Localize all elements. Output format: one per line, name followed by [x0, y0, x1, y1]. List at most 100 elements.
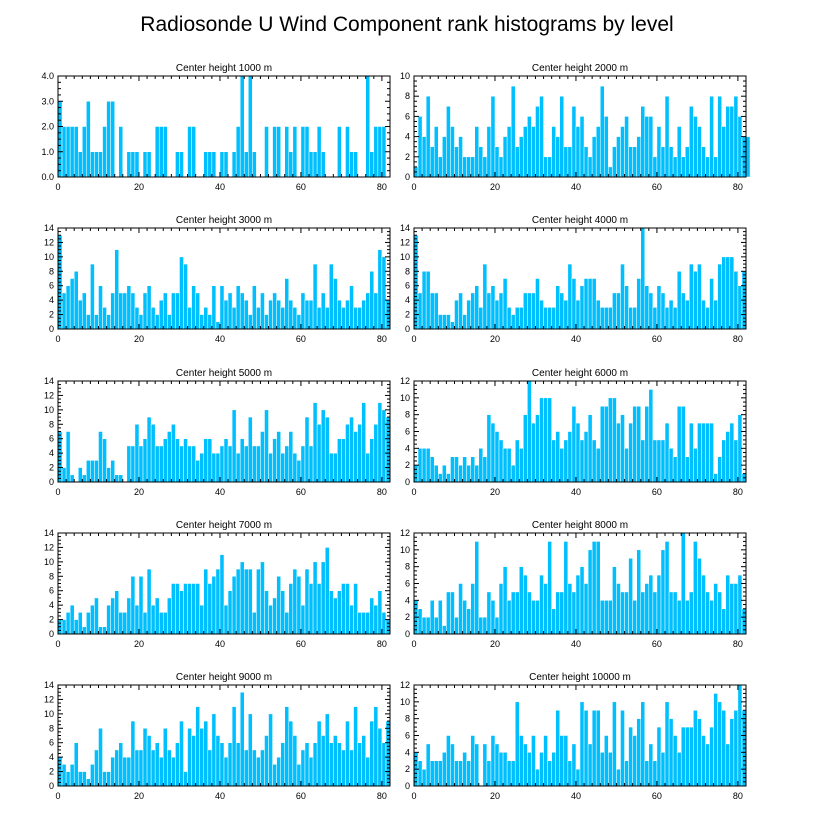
histogram-bar [324, 416, 330, 483]
panel-title: Center height 7000 m [176, 520, 272, 531]
histogram-bar [632, 735, 637, 787]
histogram-bar [450, 456, 455, 483]
histogram-bar [620, 414, 625, 483]
histogram-bar [69, 474, 75, 483]
histogram-bar [604, 116, 609, 178]
histogram-bar [729, 422, 735, 483]
histogram-bar [381, 742, 387, 787]
histogram-bar [73, 271, 79, 330]
histogram-bar [685, 146, 690, 178]
y-tick-label: 6 [405, 427, 410, 437]
histogram-bar [195, 583, 200, 635]
histogram-bar [616, 136, 621, 178]
histogram-bar [519, 448, 524, 483]
histogram-bar [701, 299, 706, 330]
panel-title: Center height 2000 m [532, 63, 628, 74]
histogram-bar [86, 101, 91, 178]
histogram-bar [179, 720, 184, 787]
histogram-bar [142, 438, 148, 483]
histogram-bar [624, 116, 629, 178]
histogram-bar [243, 749, 249, 787]
histogram-bar [191, 126, 196, 178]
histogram-bar [171, 756, 176, 787]
histogram-bar [458, 464, 463, 483]
x-tick-label: 0 [411, 487, 416, 497]
histogram-bar [490, 285, 496, 330]
histogram-bar [599, 752, 605, 787]
histogram-bar [353, 431, 358, 483]
histogram-bar [219, 285, 225, 330]
histogram-bar [628, 307, 633, 330]
histogram-bar [652, 591, 658, 635]
histogram-bar [535, 768, 540, 787]
histogram-panel: Center height 8000 m 0 20 40 60 80 0 2 4 6 8 10 12 [400, 520, 747, 649]
histogram-bar [150, 604, 156, 635]
histogram-bar [130, 720, 136, 787]
histogram-bar [77, 467, 83, 483]
histogram-bar [239, 561, 245, 635]
histogram-bar [316, 126, 322, 178]
histogram-bar [624, 285, 629, 330]
histogram-bar [438, 600, 443, 635]
histogram-bar [680, 726, 686, 787]
histogram-bar [337, 299, 342, 330]
histogram-bar [640, 227, 646, 330]
histogram-bar [446, 735, 451, 787]
y-tick-label: 12 [400, 237, 410, 247]
y-tick-label: 10 [400, 71, 410, 81]
histogram-bar [446, 591, 451, 635]
y-tick-label: 2 [405, 152, 410, 162]
histogram-panel: Center height 10000 m 0 20 40 60 80 0 2 4 6 8 10 12 [400, 672, 747, 801]
y-tick-label: 1.0 [41, 147, 54, 157]
histogram-bar [292, 735, 298, 787]
histogram-bar [369, 271, 375, 330]
histogram-bar [672, 456, 678, 483]
histogram-bar [454, 299, 459, 330]
histogram-bar [624, 760, 629, 787]
histogram-bar [292, 126, 298, 178]
y-tick-label: 12 [44, 390, 54, 400]
histogram-bar [664, 422, 670, 483]
histogram-panel: Center height 2000 m 0 20 40 60 80 0 2 4 6 8 10 [400, 63, 751, 192]
x-tick-label: 0 [55, 182, 60, 192]
y-tick-label: 14 [400, 223, 410, 233]
histogram-bar [300, 604, 306, 635]
histogram-bar [421, 448, 427, 483]
histogram-bar [462, 456, 467, 483]
histogram-bar [179, 151, 184, 178]
histogram-bar [183, 263, 188, 330]
y-tick-label: 2 [405, 764, 410, 774]
histogram-bar [559, 95, 565, 178]
histogram-bar [498, 583, 504, 635]
histogram-bar [276, 576, 281, 635]
histogram-bar [417, 292, 423, 330]
histogram-bar [154, 445, 160, 483]
histogram-bar [264, 590, 269, 635]
histogram-bar [320, 292, 326, 330]
histogram-bar [98, 431, 103, 483]
x-tick-label: 0 [411, 791, 416, 801]
histogram-bar [632, 146, 637, 178]
y-tick-label: 4 [405, 443, 410, 453]
histogram-bar [329, 742, 334, 787]
histogram-bar [717, 701, 722, 787]
histogram-bar [308, 445, 314, 483]
y-tick-label: 4 [49, 295, 54, 305]
histogram-bar [721, 608, 727, 635]
histogram-bar [604, 600, 609, 635]
histogram-bar [701, 574, 706, 635]
histogram-bar [276, 756, 281, 787]
histogram-bar [175, 292, 180, 330]
histogram-bar [502, 278, 508, 330]
histogram-bar [284, 278, 290, 330]
histogram-bar [571, 106, 577, 178]
histogram-bar [429, 760, 435, 787]
histogram-bar [709, 422, 714, 483]
x-tick-label: 60 [296, 639, 306, 649]
histogram-bar [211, 285, 217, 330]
histogram-bar [235, 742, 241, 787]
histogram-bar [709, 726, 714, 787]
histogram-bar [551, 307, 556, 330]
histogram-bar [361, 612, 366, 635]
histogram-bar [555, 710, 561, 787]
